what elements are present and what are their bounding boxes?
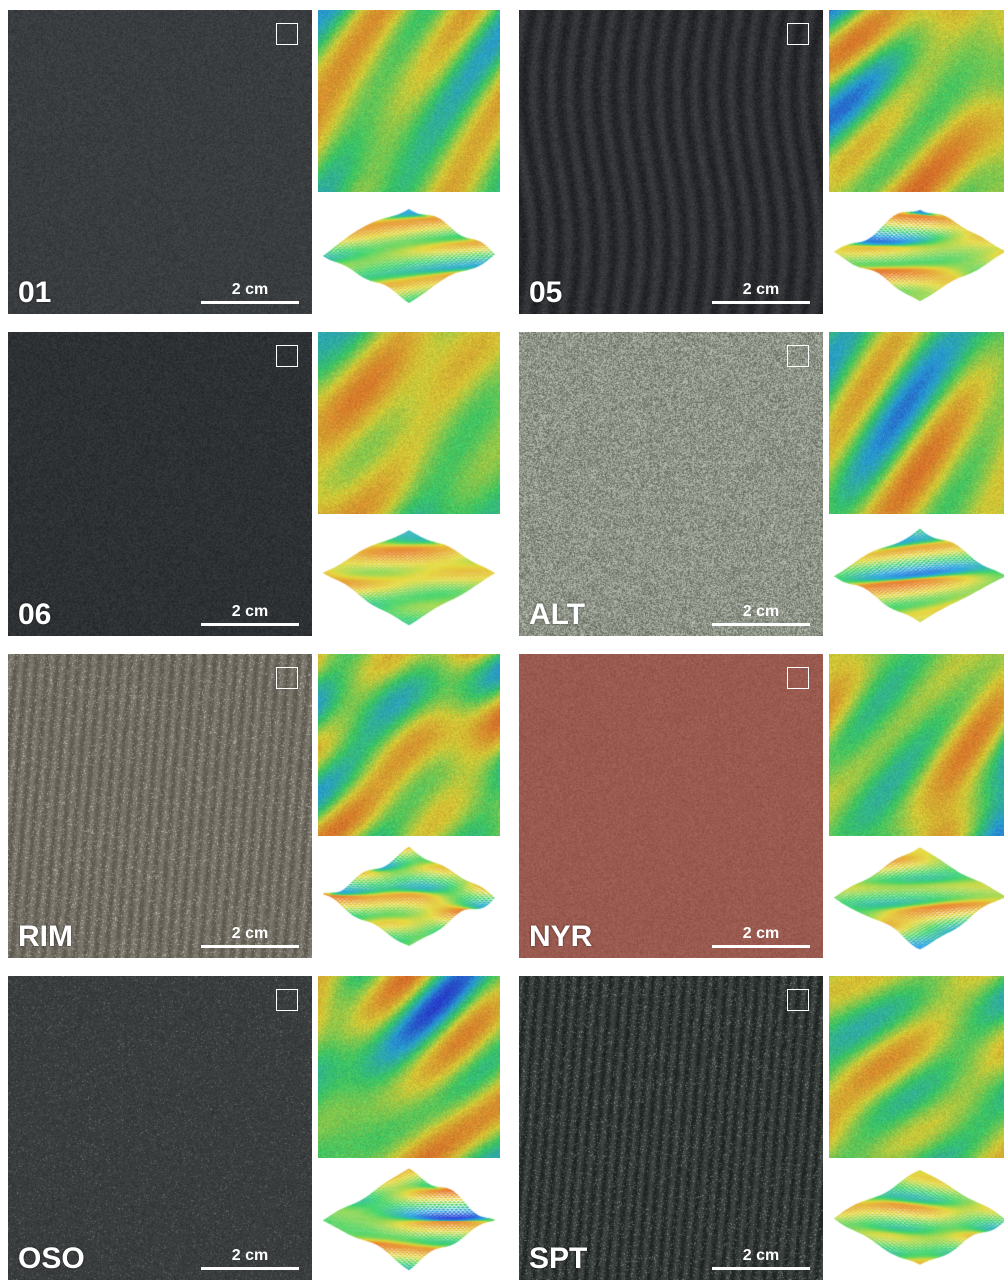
scale-bar-line xyxy=(201,301,299,304)
scale-bar-label: 2 cm xyxy=(231,1247,269,1264)
height-map xyxy=(829,976,1004,1158)
sample-label: ALT xyxy=(529,598,586,631)
sample-panel-spt: SPT 2 cm xyxy=(511,966,1004,1280)
scale-bar: 2 cm xyxy=(201,925,299,948)
scale-bar: 2 cm xyxy=(712,1247,810,1270)
surface-3d xyxy=(829,198,1004,314)
sample-label: SPT xyxy=(529,1242,588,1275)
surface-3d-canvas xyxy=(318,520,500,636)
height-map-canvas xyxy=(318,654,500,836)
scale-bar: 2 cm xyxy=(201,603,299,626)
height-map-canvas xyxy=(318,976,500,1158)
surface-3d-canvas xyxy=(318,198,500,314)
roi-box xyxy=(787,345,809,367)
scale-bar-line xyxy=(712,623,810,626)
height-map-canvas xyxy=(829,10,1004,192)
height-map xyxy=(318,976,500,1158)
scale-bar-line xyxy=(712,1267,810,1270)
scale-bar: 2 cm xyxy=(712,603,810,626)
photo-canvas xyxy=(519,332,823,636)
height-map xyxy=(318,10,500,192)
scale-bar: 2 cm xyxy=(201,1247,299,1270)
roi-box xyxy=(276,989,298,1011)
surface-3d-canvas xyxy=(318,1164,500,1280)
surface-3d xyxy=(829,520,1004,636)
scale-bar: 2 cm xyxy=(712,281,810,304)
photo-canvas xyxy=(8,10,312,314)
sample-panel-rim: RIM 2 cm xyxy=(0,644,500,958)
roi-box xyxy=(276,345,298,367)
sample-label: RIM xyxy=(18,920,73,953)
scale-bar-label: 2 cm xyxy=(742,925,780,942)
surface-3d xyxy=(829,842,1004,958)
height-map xyxy=(829,332,1004,514)
height-map-canvas xyxy=(829,654,1004,836)
sample-photo: 05 2 cm xyxy=(519,10,823,314)
scale-bar-line xyxy=(712,945,810,948)
sample-label: NYR xyxy=(529,920,593,953)
scale-bar-line xyxy=(201,623,299,626)
height-map-canvas xyxy=(829,332,1004,514)
sample-panel-06: 06 2 cm xyxy=(0,322,500,636)
scale-bar-line xyxy=(201,1267,299,1270)
scale-bar-label: 2 cm xyxy=(742,281,780,298)
surface-3d-canvas xyxy=(829,842,1004,958)
scale-bar-label: 2 cm xyxy=(742,603,780,620)
sample-panel-alt: ALT 2 cm xyxy=(511,322,1004,636)
surface-3d xyxy=(318,842,500,958)
scale-bar-label: 2 cm xyxy=(231,925,269,942)
sample-photo: NYR 2 cm xyxy=(519,654,823,958)
scale-bar: 2 cm xyxy=(201,281,299,304)
roi-box xyxy=(276,667,298,689)
sample-photo: RIM 2 cm xyxy=(8,654,312,958)
photo-canvas xyxy=(519,10,823,314)
photo-canvas xyxy=(8,654,312,958)
height-map-canvas xyxy=(829,976,1004,1158)
sample-panel-nyr: NYR 2 cm xyxy=(511,644,1004,958)
height-map xyxy=(829,654,1004,836)
height-map xyxy=(829,10,1004,192)
sample-panel-05: 05 2 cm xyxy=(511,0,1004,314)
photo-canvas xyxy=(8,976,312,1280)
sample-label: OSO xyxy=(18,1242,85,1275)
photo-canvas xyxy=(519,654,823,958)
surface-3d xyxy=(829,1164,1004,1280)
surface-3d xyxy=(318,1164,500,1280)
surface-3d xyxy=(318,520,500,636)
sample-photo: 06 2 cm xyxy=(8,332,312,636)
roi-box xyxy=(787,667,809,689)
height-map xyxy=(318,332,500,514)
surface-3d-canvas xyxy=(829,1164,1004,1280)
surface-3d-canvas xyxy=(829,198,1004,314)
surface-3d-canvas xyxy=(829,520,1004,636)
roi-box xyxy=(787,23,809,45)
height-map-canvas xyxy=(318,332,500,514)
roi-box xyxy=(787,989,809,1011)
scale-bar-label: 2 cm xyxy=(231,281,269,298)
sample-photo: 01 2 cm xyxy=(8,10,312,314)
sample-label: 05 xyxy=(529,276,563,309)
photo-canvas xyxy=(519,976,823,1280)
scale-bar: 2 cm xyxy=(712,925,810,948)
photo-canvas xyxy=(8,332,312,636)
surface-3d-canvas xyxy=(318,842,500,958)
roi-box xyxy=(276,23,298,45)
sample-panel-oso: OSO 2 cm xyxy=(0,966,500,1280)
scale-bar-label: 2 cm xyxy=(742,1247,780,1264)
sample-photo: OSO 2 cm xyxy=(8,976,312,1280)
scale-bar-line xyxy=(201,945,299,948)
sample-label: 06 xyxy=(18,598,52,631)
height-map-canvas xyxy=(318,10,500,192)
sample-photo: SPT 2 cm xyxy=(519,976,823,1280)
sample-photo: ALT 2 cm xyxy=(519,332,823,636)
surface-3d xyxy=(318,198,500,314)
height-map xyxy=(318,654,500,836)
sample-label: 01 xyxy=(18,276,52,309)
sample-panel-01: 01 2 cm xyxy=(0,0,500,314)
scale-bar-line xyxy=(712,301,810,304)
scale-bar-label: 2 cm xyxy=(231,603,269,620)
